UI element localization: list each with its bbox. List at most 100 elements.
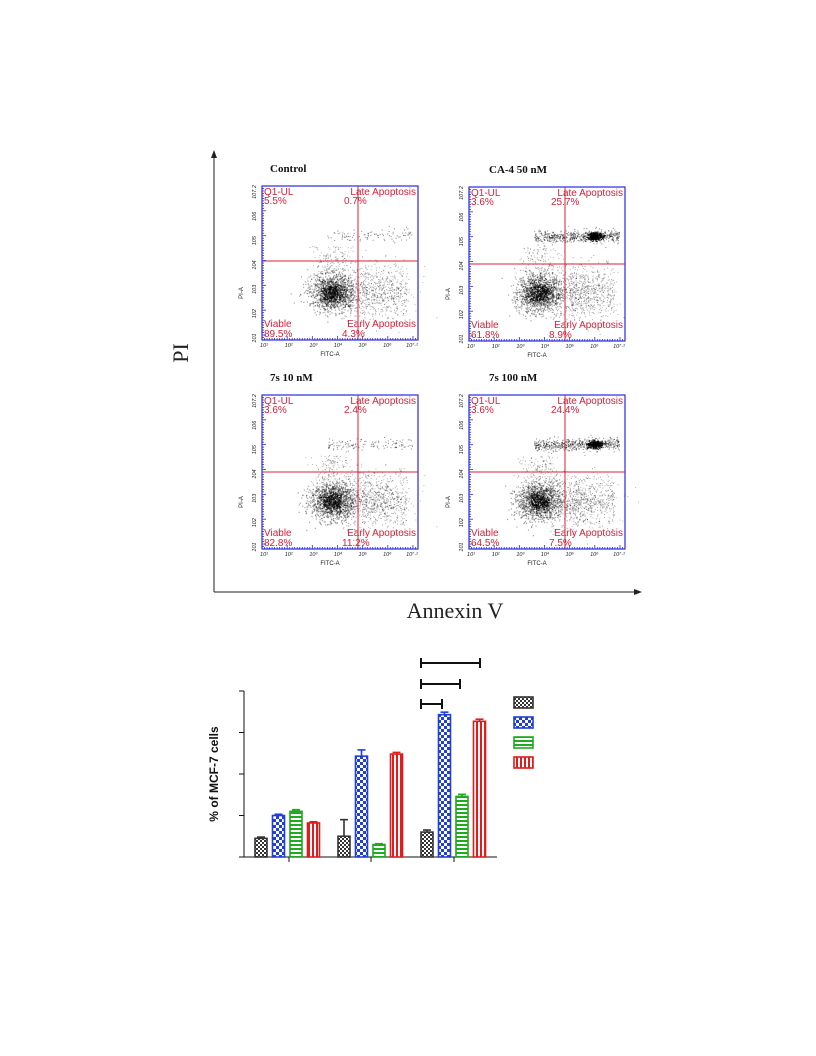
flow-x-tick-label: 10²: [285, 552, 293, 558]
flow-y-tick-label: 105: [252, 235, 258, 245]
flow-x-tick-label: 10⁶: [383, 342, 392, 349]
bar: [420, 831, 434, 858]
flow-y-tick-label: 104: [252, 469, 258, 478]
flow-axis-ticks: [468, 394, 626, 550]
flow-x-tick-label: 10⁷·²: [613, 343, 625, 350]
flow-panel: CA-4 50 nM 10¹ 10² 10³ 10⁴ 10⁵ 10⁶ 10⁷·² 101 102 1…: [446, 164, 626, 359]
flow-axis-ticks: [261, 185, 419, 341]
bar-chart-legend: [513, 696, 534, 769]
legend-swatch: [513, 736, 534, 749]
flow-x-tick-label: 10⁴: [541, 343, 550, 350]
quadrant-ll-value: 64.5%: [471, 538, 499, 549]
quadrant-lr-name: Early Apoptosis: [347, 319, 416, 330]
flow-y-tick-label: 107.2: [459, 186, 465, 200]
flow-x-tick-label: 10²: [285, 343, 293, 349]
flow-events: [505, 434, 639, 545]
bar: [389, 753, 404, 858]
flow-x-tick-label: 10⁷·²: [613, 551, 625, 558]
quadrant-lr-name: Early Apoptosis: [554, 528, 623, 539]
flow-plot-frame: [261, 185, 419, 341]
bar-chart: % of MCF-7 cells: [207, 658, 534, 862]
flow-y-tick-label: 107.2: [252, 394, 258, 408]
flow-x-tick-label: 10¹: [260, 343, 268, 349]
flow-axis-ticks: [468, 186, 626, 342]
flow-events: [290, 225, 438, 333]
bar: [372, 843, 386, 858]
quadrant-ul-value: 5.5%: [264, 196, 287, 207]
flow-y-tick-label: 101: [459, 334, 465, 343]
quadrant-lr-name: Early Apoptosis: [347, 528, 416, 539]
flow-y-tick-label: 102: [459, 310, 465, 319]
flow-panel-title: Control: [270, 163, 306, 175]
quadrant-ll-name: Viable: [264, 528, 292, 539]
flow-y-tick-label: 101: [252, 333, 258, 342]
quadrant-ul-name: Q1-UL: [471, 396, 501, 407]
flow-y-tick-label: 107.2: [459, 394, 465, 408]
flow-plot-x-label: FITC-A: [527, 561, 546, 567]
flow-y-tick-label: 103: [459, 285, 465, 295]
quadrant-ur-value: 0.7%: [344, 196, 367, 207]
bar: [472, 720, 487, 858]
flow-x-tick-label: 10¹: [467, 344, 475, 350]
bar: [271, 814, 286, 858]
bar: [337, 835, 351, 858]
flow-y-tick-label: 102: [252, 309, 258, 318]
flow-y-tick-label: 103: [459, 493, 465, 503]
flow-x-tick-label: 10¹: [467, 552, 475, 558]
legend-swatch: [513, 716, 534, 729]
quadrant-ll-value: 89.5%: [264, 329, 292, 340]
quadrant-ur-name: Late Apoptosis: [557, 188, 623, 199]
flow-y-tick-label: 106: [252, 420, 258, 430]
flow-panel-title: 7s 10 nM: [270, 372, 313, 384]
flow-plot-x-label: FITC-A: [527, 353, 546, 359]
quadrant-ll-name: Viable: [264, 319, 292, 330]
quadrant-lr-name: Early Apoptosis: [554, 320, 623, 331]
annexin-axis-arrowhead: [634, 589, 642, 595]
legend-swatch: [513, 756, 534, 769]
flow-panels: Control 10¹ 10² 10³ 10⁴ 10⁵ 10⁶ 10⁷·² 101 102 103 1…: [239, 163, 639, 567]
flow-y-tick-label: 101: [459, 542, 465, 551]
quadrant-ul-name: Q1-UL: [471, 188, 501, 199]
flow-plot-x-label: FITC-A: [320, 352, 339, 358]
flow-cytometry-figure: PI Annexin V Control 10¹ 10² 10³ 10⁴ 10⁵ 10⁶ 10…: [168, 150, 642, 623]
flow-axis-ticks: [261, 394, 419, 550]
bar: [306, 822, 321, 858]
flow-y-tick-label: 103: [252, 284, 258, 294]
bar: [455, 795, 469, 858]
bar-chart-bars: [254, 711, 487, 858]
flow-panel: 7s 10 nM 10¹ 10² 10³ 10⁴ 10⁵ 10⁶ 10⁷·² 101 102 103…: [239, 372, 438, 567]
flow-x-tick-label: 10⁵: [358, 551, 367, 558]
flow-y-tick-label: 102: [252, 518, 258, 527]
flow-x-tick-label: 10⁶: [383, 551, 392, 558]
pi-axis-label: PI: [168, 343, 193, 363]
flow-x-tick-label: 10³: [516, 552, 524, 558]
flow-events: [501, 225, 626, 335]
bar: [254, 837, 268, 858]
flow-panel: 7s 100 nM 10¹ 10² 10³ 10⁴ 10⁵ 10⁶ 10⁷·² 101 102 10…: [446, 372, 639, 567]
flow-y-tick-label: 106: [252, 211, 258, 221]
quadrant-ll-name: Viable: [471, 320, 499, 331]
flow-plot-y-label: PI-A: [239, 496, 245, 508]
flow-events: [297, 436, 438, 542]
flow-panel-title: CA-4 50 nM: [489, 164, 548, 176]
flow-x-tick-label: 10⁶: [590, 551, 599, 558]
flow-plot-y-label: PI-A: [239, 287, 245, 299]
flow-y-tick-label: 106: [459, 420, 465, 430]
quadrant-ll-name: Viable: [471, 528, 499, 539]
pi-axis-arrowhead: [211, 150, 217, 158]
flow-panel-title: 7s 100 nM: [489, 372, 538, 384]
quadrant-lr-value: 4.3%: [342, 329, 365, 340]
flow-y-tick-label: 107.2: [252, 185, 258, 199]
quadrant-ll-value: 82.8%: [264, 538, 292, 549]
flow-y-tick-label: 104: [459, 469, 465, 478]
flow-x-tick-label: 10⁴: [334, 342, 343, 349]
flow-y-tick-label: 104: [459, 261, 465, 270]
bar-chart-ticks: [239, 690, 455, 862]
annexin-axis-label: Annexin V: [407, 598, 504, 623]
flow-plot-y-label: PI-A: [446, 288, 452, 300]
quadrant-ul-value: 3.6%: [264, 405, 287, 416]
quadrant-ur-value: 25.7%: [551, 197, 579, 208]
flow-y-tick-label: 102: [459, 518, 465, 527]
flow-x-tick-label: 10⁵: [565, 551, 574, 558]
